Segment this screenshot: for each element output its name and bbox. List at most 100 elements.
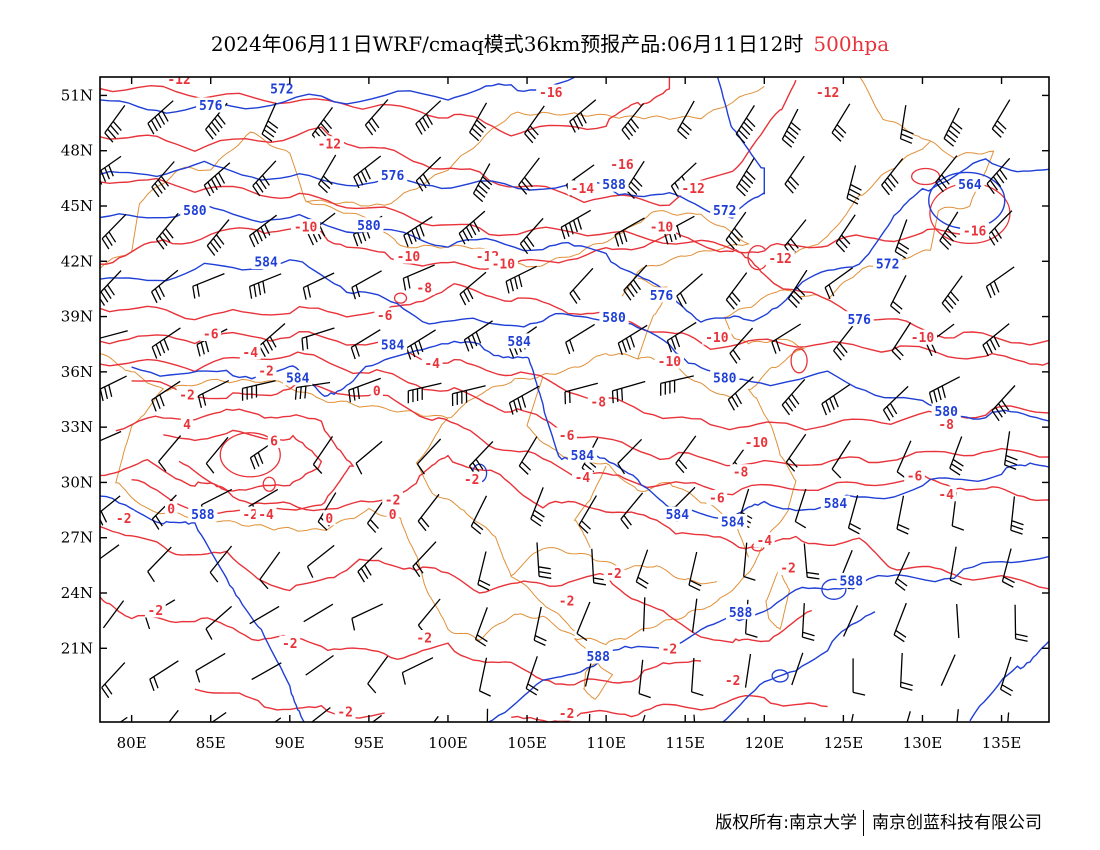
- plot-frame: [99, 76, 1050, 723]
- wind-barb: [890, 275, 907, 315]
- lat-tick-label: 39N: [61, 308, 93, 326]
- title-main: 2024年06月11日WRF/cmaq模式36km预报产品:06月11日12时: [210, 32, 804, 56]
- wind-barb: [744, 653, 752, 688]
- boundary-line: [100, 131, 750, 297]
- wind-barb: [258, 323, 286, 358]
- contour-label: -2: [725, 674, 741, 689]
- wind-barb: [928, 376, 960, 405]
- wind-barb: [1001, 548, 1015, 588]
- height-contour: [969, 640, 1049, 722]
- contour-label: 572: [876, 257, 899, 272]
- wind-barb: [261, 102, 279, 142]
- wind-barb: [530, 487, 545, 527]
- wind-barb: [688, 551, 702, 591]
- contour-label: 588: [840, 574, 864, 589]
- wind-barb: [821, 383, 851, 416]
- wind-barb: [999, 656, 1014, 697]
- wind-barb: [317, 154, 337, 194]
- wind-barb: [565, 323, 595, 355]
- contour-label: 584: [666, 508, 690, 523]
- contour-label: 0: [167, 503, 175, 518]
- lon-tick-label: 90E: [275, 734, 305, 752]
- contour-label-bg: [662, 506, 692, 522]
- wind-barb: [791, 652, 804, 686]
- contour-label: 576: [650, 289, 674, 304]
- lon-tick-label: 115E: [665, 734, 705, 752]
- lon-tick-label: 85E: [196, 734, 226, 752]
- wind-barb: [477, 551, 491, 591]
- contour-label-bg: [255, 362, 277, 378]
- wind-barb: [743, 542, 756, 581]
- contour-label-bg: [267, 432, 281, 448]
- wind-barb: [205, 605, 233, 640]
- temperature-contour: [262, 476, 276, 492]
- wind-barb: [675, 435, 697, 474]
- wind-barb: [833, 323, 856, 361]
- contour-label: -2: [337, 705, 353, 720]
- lat-tick-label: 24N: [61, 584, 93, 602]
- temperature-contour: [100, 77, 671, 137]
- contour-label: -2: [559, 595, 575, 610]
- contour-label-bg: [567, 180, 598, 196]
- wind-barb: [987, 210, 1013, 246]
- wind-barb: [248, 273, 282, 299]
- contour-label-bg: [730, 464, 751, 480]
- wind-barb: [350, 329, 381, 360]
- contour-label: -2: [258, 364, 274, 379]
- contour-label-bg: [413, 279, 435, 295]
- lon-tick-label: 80E: [117, 734, 147, 752]
- wind-barb: [417, 493, 440, 532]
- wind-barb: [151, 327, 181, 359]
- contour-label: 584: [507, 335, 531, 350]
- boundary-line: [779, 140, 931, 263]
- wind-barb: [306, 544, 335, 578]
- wind-barb: [104, 105, 126, 143]
- wind-barb: [251, 662, 282, 681]
- contour-label-bg: [251, 254, 281, 270]
- contour-label-bg: [931, 403, 961, 419]
- contour-label-bg: [741, 434, 771, 450]
- contour-label-bg: [279, 635, 301, 651]
- contour-label: 6: [270, 434, 278, 449]
- wind-barb: [459, 271, 487, 306]
- contour-label: 584: [286, 372, 310, 387]
- wind-barb: [896, 495, 910, 535]
- wind-barb: [642, 714, 646, 722]
- contour-label-bg: [421, 355, 443, 371]
- contour-label: -12: [318, 138, 341, 153]
- height-contour: [721, 611, 876, 722]
- contour-label: -10: [705, 331, 729, 346]
- contour-label-bg: [374, 307, 396, 323]
- contour-label-bg: [725, 604, 756, 620]
- wind-barb: [846, 165, 862, 205]
- wind-barb: [949, 436, 964, 476]
- contour-label: -6: [559, 429, 575, 444]
- contour-label-bg: [556, 705, 577, 721]
- wind-barb: [771, 323, 802, 354]
- wind-barb: [302, 272, 335, 300]
- wind-barb: [294, 381, 331, 400]
- wind-barb: [486, 708, 489, 722]
- contour-label-bg: [907, 329, 938, 345]
- temperature-contour: [219, 432, 281, 478]
- wind-barb: [831, 440, 851, 479]
- wind-barb: [151, 494, 177, 530]
- contour-label: -2: [559, 707, 575, 722]
- wind-barb: [893, 602, 907, 643]
- contour-label: -4: [242, 346, 258, 361]
- wind-barb: [617, 324, 648, 356]
- contour-label: -10: [911, 331, 935, 346]
- wind-barb: [982, 323, 1010, 357]
- contour-label: -10: [492, 257, 516, 272]
- contour-label: -2: [416, 632, 432, 647]
- wind-barb: [248, 214, 277, 248]
- wind-barb: [406, 329, 436, 360]
- wind-barb: [635, 549, 649, 589]
- lat-tick-label: 27N: [61, 529, 93, 547]
- wind-barb: [192, 272, 225, 299]
- wind-barb: [725, 272, 748, 310]
- contour-label: 4: [183, 418, 191, 433]
- contour-label: -16: [539, 86, 563, 101]
- wind-barb: [151, 161, 175, 198]
- contour-label-bg: [255, 506, 277, 522]
